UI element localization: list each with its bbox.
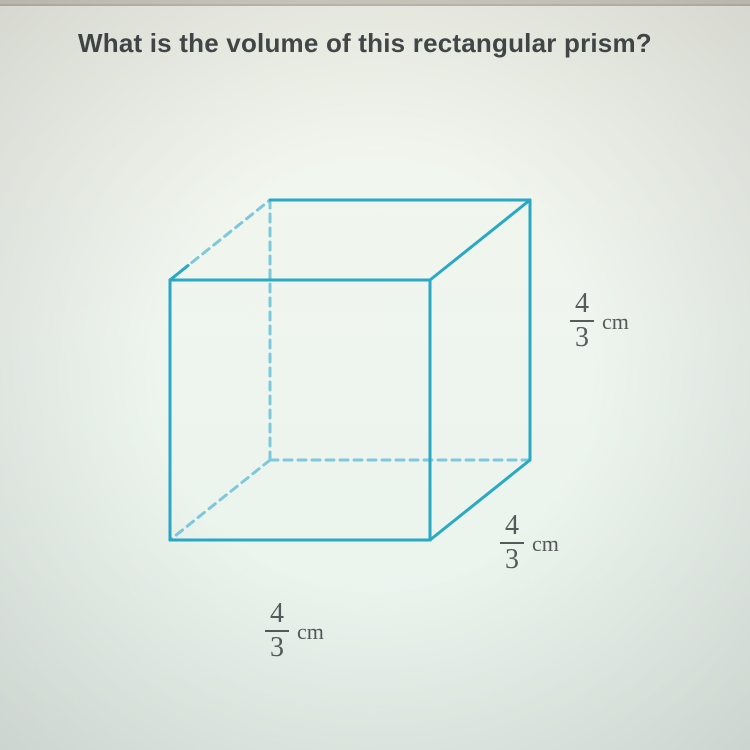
dimension-label-width: 4 3 cm [265, 600, 324, 662]
fraction-denominator: 3 [505, 544, 519, 574]
fraction-denominator: 3 [270, 632, 284, 662]
fraction-numerator: 4 [505, 512, 519, 542]
fraction-height: 4 3 [570, 290, 594, 352]
fraction-numerator: 4 [575, 290, 589, 320]
unit-label: cm [532, 529, 559, 557]
question-text: What is the volume of this rectangular p… [78, 28, 652, 59]
unit-label: cm [297, 617, 324, 645]
window-top-border [0, 0, 750, 6]
fraction-denominator: 3 [575, 322, 589, 352]
fraction-width: 4 3 [265, 600, 289, 662]
dimension-label-height: 4 3 cm [570, 290, 629, 352]
page-background: What is the volume of this rectangular p… [0, 0, 750, 750]
fraction-depth: 4 3 [500, 512, 524, 574]
unit-label: cm [602, 307, 629, 335]
fraction-numerator: 4 [270, 600, 284, 630]
dimension-label-depth: 4 3 cm [500, 512, 559, 574]
